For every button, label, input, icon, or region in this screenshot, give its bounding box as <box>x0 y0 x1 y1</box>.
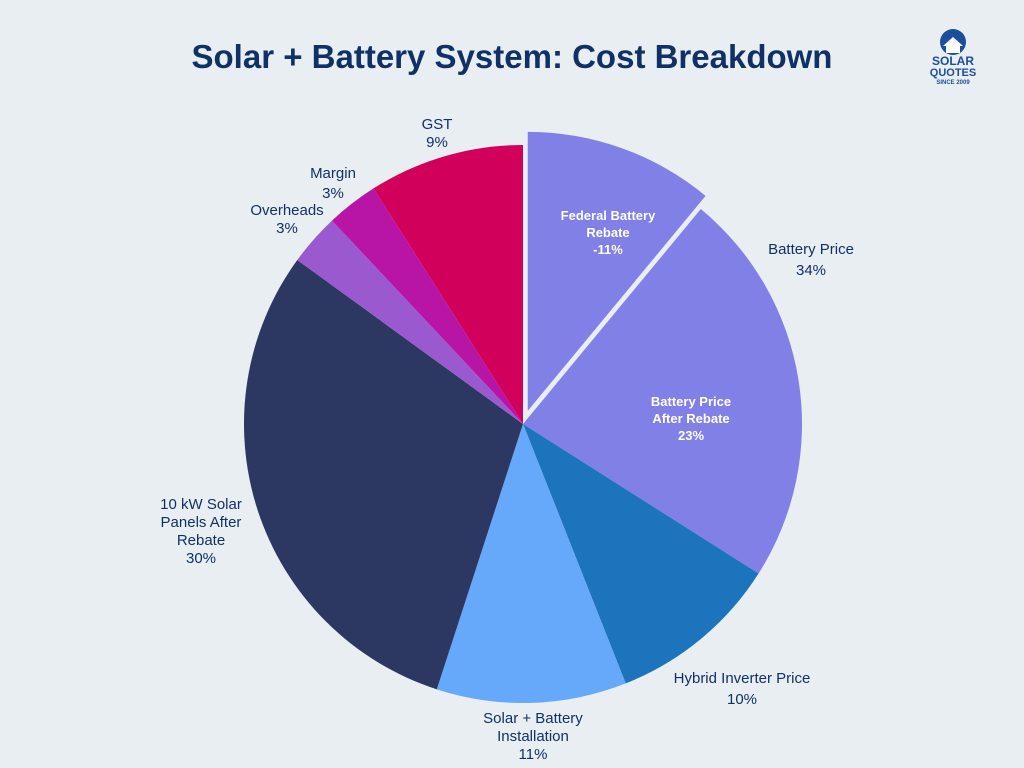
svg-text:SINCE 2009: SINCE 2009 <box>936 80 970 86</box>
pie-slice-3 <box>523 424 759 684</box>
pie-slices <box>243 131 802 703</box>
pie-slice-6 <box>297 220 523 424</box>
pie-slice-0 <box>373 145 523 424</box>
pie-labels: GST 9% Margin 3%Overheads 3% 10 kW Solar Panel… <box>160 116 854 763</box>
label-installation: Solar + Battery Installation 11% <box>483 710 583 763</box>
pie-slice-2 <box>523 209 802 574</box>
pie-slice-4 <box>436 424 626 703</box>
label-margin: Margin 3% <box>310 165 356 202</box>
svg-text:SOLAR: SOLAR <box>932 54 974 68</box>
pie-slice-7 <box>332 188 523 424</box>
label-battery-after-rebate: Battery Price After Rebate 23% <box>651 394 731 443</box>
solarquotes-logo: SOLAR QUOTES SINCE 2009 <box>928 28 978 88</box>
pie-slice-5 <box>243 260 523 690</box>
label-solar-panels: 10 kW Solar Panels After Rebate 30% <box>160 496 242 567</box>
label-gst: GST 9% <box>422 116 453 151</box>
label-hybrid-inverter: Hybrid Inverter Price 10% <box>674 670 811 708</box>
chart-title: Solar + Battery System: Cost Breakdown <box>191 38 833 75</box>
label-rebate: Federal Battery Rebate -11% <box>561 208 656 257</box>
pie-slice-1 <box>527 131 706 411</box>
label-overheads: Overheads 3% <box>250 202 323 237</box>
label-battery-price: Battery Price 34% <box>768 241 854 279</box>
svg-text:QUOTES: QUOTES <box>930 67 976 79</box>
